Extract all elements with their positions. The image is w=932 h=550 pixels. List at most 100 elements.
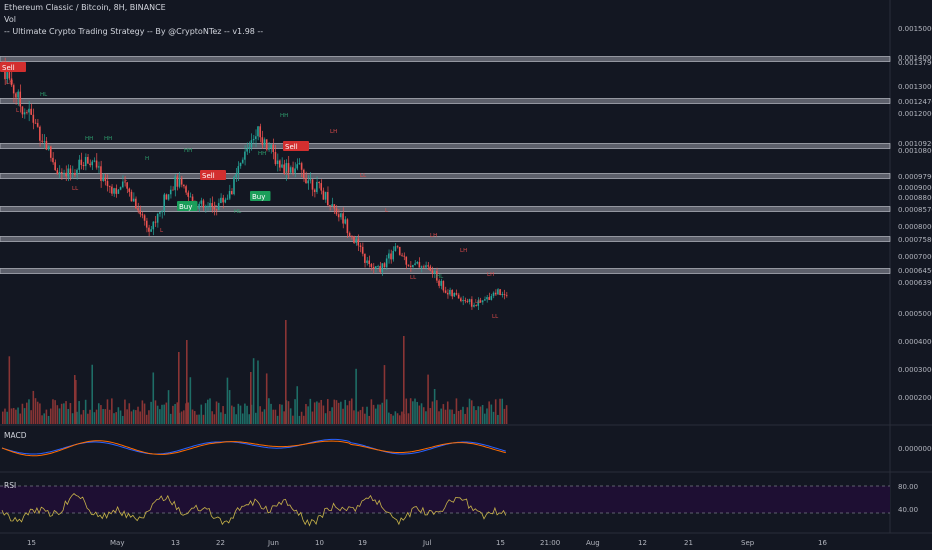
volume-bar xyxy=(405,398,408,424)
symbol-title[interactable]: Ethereum Classic / Bitcoin, 8H, BINANCE xyxy=(4,3,166,12)
candle-body xyxy=(302,169,305,179)
candle-body xyxy=(346,219,349,234)
volume-bar xyxy=(505,405,508,424)
volume-bar xyxy=(292,415,294,424)
volume-bar xyxy=(49,408,52,424)
volume-bar xyxy=(161,404,163,424)
candle-body xyxy=(141,214,144,216)
price-level-band xyxy=(0,143,891,149)
volume-bar xyxy=(41,415,43,424)
rsi-pane-label[interactable]: RSI xyxy=(4,481,17,490)
price-level-band xyxy=(0,56,891,62)
candle-body xyxy=(364,253,366,263)
price-tick-label: 0.00030000 xyxy=(898,366,932,374)
candle-body xyxy=(468,299,471,302)
volume-bar xyxy=(65,401,67,424)
candle-body xyxy=(268,147,270,150)
candle-body xyxy=(204,205,207,208)
volume-bar xyxy=(364,413,366,424)
volume-bar xyxy=(52,399,54,424)
candle-body xyxy=(100,166,102,181)
volume-bar xyxy=(73,375,76,424)
candle-body xyxy=(176,176,179,187)
candle-body xyxy=(353,236,355,243)
volume-bar xyxy=(217,402,220,424)
macd-pane-label[interactable]: MACD xyxy=(4,431,27,440)
pivot-label: LL xyxy=(72,186,79,192)
candle-body xyxy=(185,186,187,193)
pivot-label: L xyxy=(286,171,290,177)
candle-body xyxy=(429,266,432,271)
price-tick-label: 0.00070000 xyxy=(898,253,932,261)
signal-label: Sell xyxy=(2,64,15,72)
candle-body xyxy=(272,144,275,153)
candle-body xyxy=(174,176,176,191)
volume-bar xyxy=(278,404,281,424)
candle-body xyxy=(239,162,242,167)
volume-bar xyxy=(115,412,117,424)
volume-bar xyxy=(270,403,272,424)
candle-body xyxy=(178,178,181,187)
volume-bar xyxy=(274,409,277,424)
volume-spike xyxy=(186,340,188,424)
candle-body xyxy=(433,271,436,274)
volume-bar xyxy=(172,405,174,424)
macd-line xyxy=(1,438,506,455)
price-tick-label: 0.00040000 xyxy=(898,338,932,346)
candle-body xyxy=(414,263,416,265)
volume-bar xyxy=(255,412,257,424)
candle-body xyxy=(337,214,340,218)
time-tick-label: 15 xyxy=(27,539,36,547)
volume-bar xyxy=(169,413,172,424)
volume-bar xyxy=(108,409,111,424)
volume-bar xyxy=(366,406,368,424)
candle-body xyxy=(359,245,362,247)
volume-bar xyxy=(300,411,303,424)
candle-body xyxy=(165,194,168,200)
time-tick-label: Jun xyxy=(267,539,279,547)
strategy-indicator-label[interactable]: -- Ultimate Crypto Trading Strategy -- B… xyxy=(4,27,264,36)
volume-bar xyxy=(126,409,128,424)
candle-body xyxy=(28,108,30,113)
rsi-band xyxy=(0,486,890,513)
time-tick-label: Sep xyxy=(741,539,755,547)
candle-body xyxy=(322,190,325,200)
volume-bar xyxy=(446,401,449,424)
volume-bar xyxy=(412,401,414,424)
volume-indicator-label[interactable]: Vol xyxy=(4,15,16,24)
signal-marker xyxy=(0,62,26,72)
volume-bar xyxy=(104,409,107,424)
candle-body xyxy=(191,196,194,202)
candle-body xyxy=(52,157,54,163)
candle-body xyxy=(119,187,122,190)
candle-body xyxy=(220,197,222,204)
candle-body xyxy=(82,164,85,167)
volume-bar xyxy=(490,404,493,424)
volume-bar xyxy=(224,413,227,424)
pivot-label: LH xyxy=(430,233,437,239)
time-tick-label: 10 xyxy=(315,539,324,547)
candle-body xyxy=(36,123,39,127)
volume-bar xyxy=(438,411,440,424)
candle-body xyxy=(73,173,76,175)
volume-bar xyxy=(220,412,222,424)
candle-body xyxy=(431,270,434,274)
candle-body xyxy=(355,239,357,243)
price-tick-label: 0.00124700 xyxy=(898,98,932,106)
candle-body xyxy=(39,126,41,141)
candle-body xyxy=(300,163,303,170)
candle-body xyxy=(438,280,440,286)
candle-body xyxy=(324,192,327,200)
candle-body xyxy=(368,260,370,265)
volume-spike xyxy=(75,380,77,424)
volume-bar xyxy=(381,402,384,424)
candle-body xyxy=(416,262,418,264)
candle-body xyxy=(108,186,111,187)
macd-tick-label: 0.00000000 xyxy=(898,445,932,453)
candle-body xyxy=(257,126,259,137)
volume-bar xyxy=(174,404,176,424)
candle-body xyxy=(479,300,482,303)
volume-bar xyxy=(235,414,237,424)
candle-body xyxy=(43,140,46,142)
